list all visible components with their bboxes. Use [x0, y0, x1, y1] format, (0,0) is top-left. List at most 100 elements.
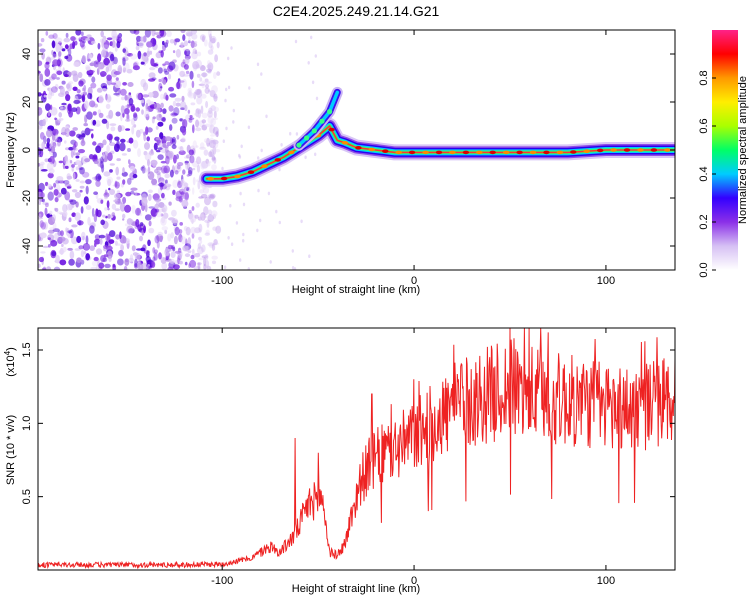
- noise-speck: [58, 160, 64, 164]
- ridge-blob: [583, 149, 590, 153]
- noise-speck: [212, 213, 216, 219]
- noise-speck: [204, 78, 209, 83]
- noise-speck: [188, 149, 195, 156]
- noise-speck: [140, 247, 146, 252]
- noise-speck: [102, 139, 107, 146]
- noise-speck: [181, 199, 189, 208]
- noise-speck: [128, 137, 134, 144]
- ridge-blob: [422, 150, 429, 155]
- noise-speck: [209, 193, 216, 199]
- noise-speck: [82, 171, 90, 178]
- noise-speck: [224, 98, 227, 103]
- noise-speck: [146, 41, 153, 48]
- ridge-blob: [516, 150, 523, 155]
- noise-speck: [291, 249, 294, 253]
- noise-speck: [137, 50, 142, 60]
- noise-speck: [130, 187, 138, 191]
- noise-speck: [144, 108, 150, 118]
- noise-speck: [160, 93, 164, 100]
- noise-speck: [168, 61, 176, 71]
- noise-speck: [98, 262, 105, 269]
- noise-speck: [42, 245, 49, 249]
- noise-speck: [227, 236, 230, 240]
- noise-speck: [133, 30, 140, 35]
- noise-speck: [67, 233, 71, 238]
- noise-speck: [122, 167, 125, 174]
- noise-speck: [205, 229, 210, 235]
- noise-speck: [132, 65, 140, 71]
- noise-speck: [177, 179, 181, 185]
- noise-speck: [104, 207, 108, 211]
- noise-speck: [184, 57, 190, 65]
- noise-speck: [150, 208, 158, 217]
- noise-speck: [95, 248, 103, 255]
- noise-speck: [80, 250, 85, 258]
- noise-speck: [156, 113, 163, 121]
- noise-speck: [108, 142, 116, 147]
- noise-speck: [191, 80, 195, 89]
- noise-speck: [45, 61, 50, 65]
- noise-speck: [154, 32, 161, 36]
- noise-speck: [44, 115, 48, 123]
- ridge-blob: [328, 127, 335, 132]
- noise-speck: [175, 48, 181, 58]
- noise-speck: [73, 61, 80, 67]
- noise-speck: [104, 263, 111, 269]
- noise-speck: [207, 70, 212, 74]
- noise-speck: [211, 37, 216, 44]
- noise-speck: [100, 30, 104, 38]
- colorbar-gradient: [712, 30, 738, 270]
- noise-speck: [204, 87, 210, 94]
- noise-speck: [106, 176, 113, 184]
- noise-speck: [80, 206, 84, 214]
- noise-speck: [100, 199, 104, 204]
- noise-speck: [140, 36, 144, 42]
- noise-speck: [54, 83, 59, 90]
- noise-speck: [260, 148, 263, 153]
- noise-speck: [58, 236, 66, 242]
- noise-speck: [289, 131, 292, 136]
- noise-speck: [105, 93, 108, 101]
- noise-speck: [182, 78, 187, 89]
- noise-speck: [144, 113, 148, 118]
- noise-speck: [206, 265, 212, 270]
- noise-speck: [38, 256, 45, 263]
- noise-speck: [151, 178, 158, 185]
- noise-speck: [68, 217, 72, 223]
- noise-speck: [170, 251, 176, 258]
- noise-speck: [190, 254, 195, 260]
- noise-speck: [52, 222, 57, 231]
- noise-speck: [111, 203, 117, 210]
- noise-speck: [98, 95, 104, 104]
- noise-speck: [201, 72, 208, 78]
- noise-speck: [215, 131, 219, 137]
- noise-speck: [46, 142, 50, 149]
- noise-speck: [207, 110, 213, 118]
- noise-speck: [192, 176, 196, 186]
- noise-speck: [308, 254, 311, 258]
- noise-speck: [183, 40, 189, 47]
- noise-speck: [204, 140, 212, 144]
- noise-speck: [60, 230, 64, 237]
- noise-speck: [83, 84, 87, 92]
- noise-speck: [199, 214, 205, 221]
- noise-speck: [107, 214, 111, 219]
- noise-speck: [121, 171, 128, 177]
- noise-speck: [204, 80, 210, 85]
- noise-speck: [97, 42, 101, 50]
- noise-speck: [174, 38, 181, 43]
- noise-speck: [165, 39, 169, 45]
- snr-x-label: Height of straight line (km): [292, 583, 420, 595]
- noise-speck: [91, 133, 94, 139]
- noise-speck: [55, 254, 60, 264]
- noise-speck: [92, 141, 97, 146]
- noise-speck: [172, 264, 180, 270]
- noise-speck: [47, 111, 51, 117]
- noise-speck: [197, 262, 201, 270]
- ridge-blob: [610, 148, 617, 152]
- noise-speck: [157, 231, 164, 237]
- noise-speck: [213, 239, 218, 246]
- noise-speck: [65, 32, 69, 38]
- snr-y-label: SNR (10 * v/v): [5, 415, 17, 485]
- noise-speck: [201, 119, 206, 124]
